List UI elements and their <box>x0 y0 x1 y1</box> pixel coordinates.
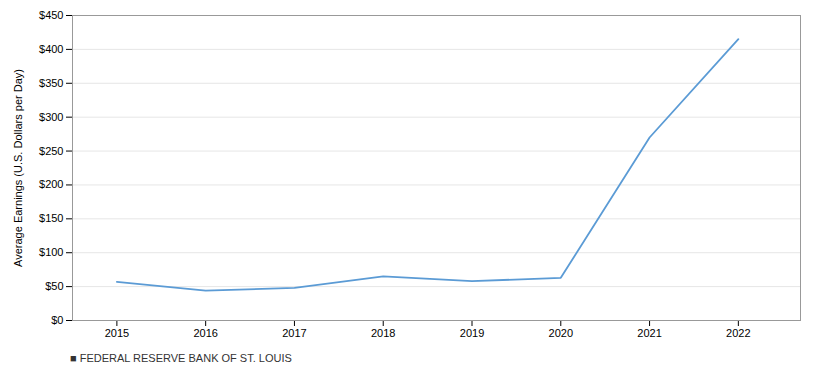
svg-text:$100: $100 <box>39 246 63 258</box>
svg-text:2021: 2021 <box>637 327 661 339</box>
svg-text:2022: 2022 <box>726 327 750 339</box>
svg-text:2015: 2015 <box>105 327 129 339</box>
svg-text:$350: $350 <box>39 77 63 89</box>
svg-text:Average Earnings (U.S. Dollars: Average Earnings (U.S. Dollars per Day) <box>12 69 24 267</box>
html-text:■ FEDERAL RESERVE BANK OF ST.: ■ FEDERAL RESERVE BANK OF ST. LOUIS <box>70 352 292 364</box>
svg-text:$0: $0 <box>51 314 63 326</box>
svg-text:$450: $450 <box>39 9 63 21</box>
svg-text:$150: $150 <box>39 212 63 224</box>
svg-text:2017: 2017 <box>282 327 306 339</box>
svg-text:2020: 2020 <box>549 327 573 339</box>
svg-text:$250: $250 <box>39 145 63 157</box>
svg-text:$200: $200 <box>39 178 63 190</box>
svg-text:$300: $300 <box>39 111 63 123</box>
svg-text:$50: $50 <box>45 280 63 292</box>
svg-text:2019: 2019 <box>460 327 484 339</box>
svg-text:2016: 2016 <box>193 327 217 339</box>
svg-text:$400: $400 <box>39 43 63 55</box>
svg-text:2018: 2018 <box>371 327 395 339</box>
